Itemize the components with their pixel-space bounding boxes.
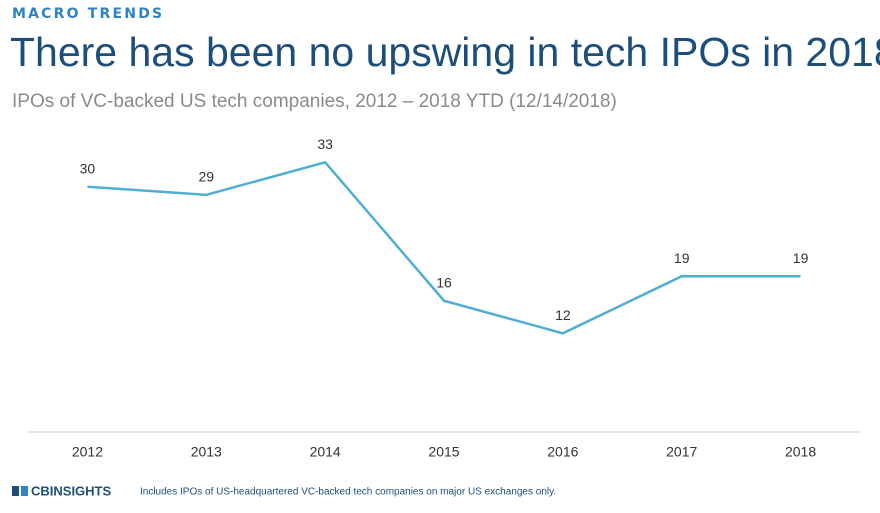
brand-logo: CBINSIGHTS (12, 483, 112, 498)
kicker: MACRO TRENDS (12, 6, 164, 22)
x-tick-label: 2013 (191, 444, 222, 460)
x-tick-label: 2017 (666, 444, 697, 460)
data-label: 12 (555, 307, 571, 323)
data-label: 19 (674, 250, 690, 266)
x-tick-label: 2018 (785, 444, 816, 460)
chart-subtitle: IPOs of VC-backed US tech companies, 201… (12, 91, 617, 112)
data-label: 30 (80, 160, 96, 176)
logo-icon (21, 486, 28, 496)
data-label: 33 (317, 136, 333, 152)
logo-icon (12, 486, 19, 496)
chart-title: There has been no upswing in tech IPOs i… (10, 29, 880, 75)
x-tick-label: 2014 (310, 444, 341, 460)
data-label: 16 (436, 274, 452, 290)
data-label: 29 (198, 169, 214, 185)
x-tick-label: 2012 (72, 444, 103, 460)
brand: CBINSIGHTS (31, 483, 112, 498)
footnote: Includes IPOs of US-headquartered VC-bac… (140, 487, 556, 498)
line (87, 160, 801, 335)
data-label: 19 (793, 250, 809, 266)
x-tick-label: 2016 (547, 444, 578, 460)
x-tick-label: 2015 (428, 444, 459, 460)
